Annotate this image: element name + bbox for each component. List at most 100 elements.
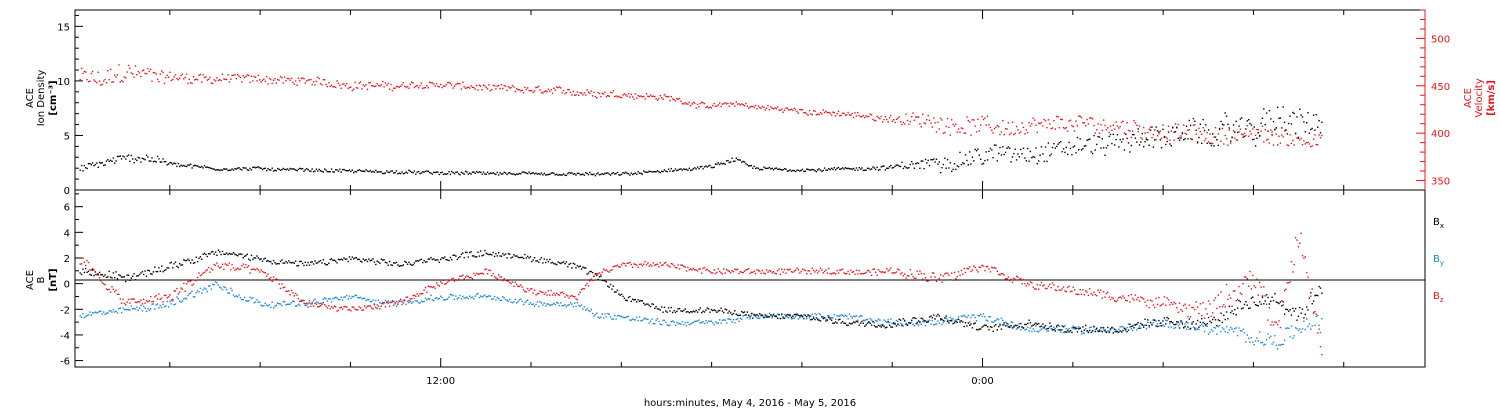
data-point xyxy=(850,114,852,116)
data-point xyxy=(511,281,514,283)
data-point xyxy=(150,68,152,71)
data-point xyxy=(256,267,258,270)
data-point xyxy=(221,263,224,265)
data-point xyxy=(550,89,552,91)
data-point xyxy=(926,321,928,323)
data-point xyxy=(118,274,120,276)
data-point xyxy=(411,302,413,304)
data-point xyxy=(969,324,971,326)
data-point xyxy=(1178,136,1181,139)
data-point xyxy=(1160,322,1163,324)
data-point xyxy=(346,170,348,172)
data-point xyxy=(985,151,987,153)
data-point xyxy=(179,77,181,79)
data-point xyxy=(1137,327,1139,330)
data-point xyxy=(299,260,301,262)
data-point xyxy=(1159,139,1161,141)
data-point xyxy=(985,266,987,268)
data-point xyxy=(663,262,666,264)
data-point xyxy=(386,84,388,86)
data-point xyxy=(652,95,655,97)
data-point xyxy=(300,77,302,80)
data-point xyxy=(1263,303,1265,305)
data-point xyxy=(140,299,142,301)
data-point xyxy=(173,304,175,306)
data-point xyxy=(241,298,243,301)
data-point xyxy=(576,302,579,304)
data-point xyxy=(1252,274,1254,277)
data-point xyxy=(162,271,164,273)
data-point xyxy=(1289,336,1291,338)
data-point xyxy=(841,268,844,270)
data-point xyxy=(290,289,293,292)
data-point xyxy=(246,300,248,302)
data-point xyxy=(1149,321,1152,324)
data-point xyxy=(91,70,94,73)
data-point xyxy=(98,271,101,274)
data-point xyxy=(1032,286,1034,288)
data-point xyxy=(1127,329,1130,331)
data-point xyxy=(1064,331,1066,333)
legend-bx: Bx xyxy=(1433,217,1444,230)
data-point xyxy=(702,267,704,269)
data-point xyxy=(1125,328,1127,330)
data-point xyxy=(100,162,102,164)
data-point xyxy=(1283,289,1286,292)
data-point xyxy=(569,172,572,174)
data-point xyxy=(598,317,601,319)
data-point xyxy=(401,303,403,306)
data-point xyxy=(1067,153,1069,155)
data-point xyxy=(1242,307,1244,309)
data-point xyxy=(422,171,424,173)
data-point xyxy=(839,318,841,320)
data-point xyxy=(448,171,450,173)
data-point xyxy=(571,172,573,174)
data-point xyxy=(527,87,529,89)
data-point xyxy=(731,103,733,105)
data-point xyxy=(915,317,917,320)
data-point xyxy=(790,316,793,318)
data-point xyxy=(775,315,777,317)
data-point xyxy=(637,299,639,301)
bz-series xyxy=(79,232,1323,356)
data-point xyxy=(518,172,521,175)
data-point xyxy=(469,295,471,297)
data-point xyxy=(868,321,870,323)
data-point xyxy=(252,80,254,82)
data-point xyxy=(1050,153,1052,155)
data-point xyxy=(248,300,250,302)
data-point xyxy=(210,82,213,84)
data-point xyxy=(268,77,271,80)
data-point xyxy=(480,272,482,275)
data-point xyxy=(1181,131,1184,134)
data-point xyxy=(1256,278,1258,280)
data-point xyxy=(1304,143,1306,145)
data-point xyxy=(1263,141,1265,143)
data-point xyxy=(277,302,279,304)
data-point xyxy=(560,174,562,176)
data-point xyxy=(183,78,185,80)
data-point xyxy=(1206,325,1208,327)
data-point xyxy=(982,118,985,121)
data-point xyxy=(214,169,217,171)
data-point xyxy=(822,316,824,318)
data-point xyxy=(318,168,320,171)
data-point xyxy=(1051,282,1054,284)
data-point xyxy=(239,268,242,270)
data-point xyxy=(174,162,177,165)
data-point xyxy=(1116,125,1119,127)
data-point xyxy=(1158,325,1160,327)
data-point xyxy=(312,81,315,83)
data-point xyxy=(283,262,286,264)
data-point xyxy=(409,83,411,86)
data-point xyxy=(935,315,938,317)
data-point xyxy=(393,87,395,89)
data-point xyxy=(409,298,411,300)
data-point xyxy=(911,273,913,275)
data-point xyxy=(259,167,261,169)
data-point xyxy=(1170,302,1172,304)
data-point xyxy=(978,328,980,330)
data-point xyxy=(564,304,566,306)
data-point xyxy=(311,83,313,86)
top-right-ylabel-1: ACE xyxy=(1463,88,1474,108)
